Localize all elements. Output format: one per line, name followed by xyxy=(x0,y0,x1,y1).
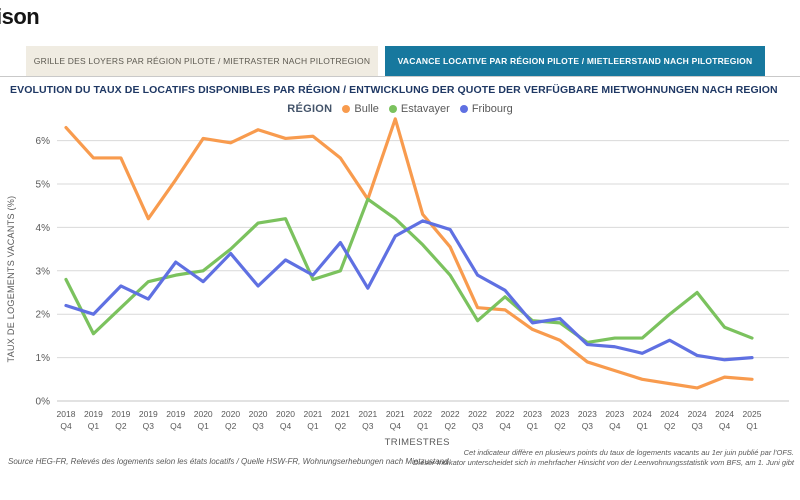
indicator-note-line2: Dieser Indikator unterscheidet sich in m… xyxy=(412,458,794,467)
legend-item-label: Estavayer xyxy=(400,103,450,115)
x-tick-label: 2019 Q2 xyxy=(111,409,130,431)
tab-rent-grid[interactable]: GRILLE DES LOYERS PAR RÉGION PILOTE / MI… xyxy=(26,46,378,76)
x-tick-label: 2021 Q2 xyxy=(331,409,350,431)
vacancy-line-chart[interactable]: 0% 1% 2% 3% 4% 5% 6% 2018 Q4 2019 Q1 2019 Q2 2019 Q3 20… xyxy=(0,114,800,454)
x-tick-label: 2023 Q3 xyxy=(578,409,597,431)
legend-item-bulle[interactable]: Bulle xyxy=(342,103,379,115)
legend-item-estavayer[interactable]: Estavayer xyxy=(388,103,450,115)
x-tick-label: 2024 Q3 xyxy=(688,409,707,431)
x-tick-label: 2022 Q2 xyxy=(441,409,460,431)
legend-dot-icon xyxy=(342,105,351,113)
page-title: EVOLUTION DU TAUX DE LOCATIFS DISPONIBLE… xyxy=(10,84,778,96)
legend-dot-icon xyxy=(388,105,397,113)
x-tick-label: 2021 Q3 xyxy=(358,409,377,431)
x-tick-label: 2024 Q4 xyxy=(715,409,734,431)
y-axis-title: TAUX DE LOGEMENTS VACANTS (%) xyxy=(6,196,16,363)
tab-vacancy[interactable]: VACANCE LOCATIVE PAR RÉGION PILOTE / MIE… xyxy=(385,46,765,76)
x-tick-label: 2023 Q2 xyxy=(550,409,569,431)
legend-item-label: Fribourg xyxy=(471,103,513,115)
legend-item-label: Bulle xyxy=(354,103,379,115)
legend-dot-icon xyxy=(459,105,468,113)
x-tick-label: 2019 Q4 xyxy=(166,409,185,431)
source-note: Source HEG-FR, Relevés des logements sel… xyxy=(8,457,449,466)
y-tick-label: 4% xyxy=(36,223,51,234)
y-tick-label: 6% xyxy=(36,136,51,147)
y-tick-label: 2% xyxy=(36,310,51,321)
y-tick-label: 5% xyxy=(36,180,51,191)
x-tick-label: 2022 Q3 xyxy=(468,409,487,431)
x-tick-label: 2021 Q4 xyxy=(386,409,405,431)
series-line-estavayer[interactable] xyxy=(64,197,754,345)
x-tick-label: 2020 Q2 xyxy=(221,409,240,431)
x-tick-label: 2019 Q1 xyxy=(84,409,103,431)
tab-strip: GRILLE DES LOYERS PAR RÉGION PILOTE / MI… xyxy=(0,46,800,77)
legend-title: RÉGION xyxy=(287,103,333,115)
x-tick-label: 2020 Q3 xyxy=(249,409,268,431)
indicator-note-line1: Cet indicateur diffère en plusieurs poin… xyxy=(463,448,794,457)
x-tick-label: 2024 Q1 xyxy=(633,409,652,431)
x-tick-label: 2019 Q3 xyxy=(139,409,158,431)
x-tick-label: 2018 Q4 xyxy=(57,409,76,431)
y-tick-label: 1% xyxy=(36,353,51,364)
x-tick-label: 2025 Q1 xyxy=(743,409,762,431)
chart-legend: RÉGION Bulle Estavayer Fribourg xyxy=(0,103,800,115)
x-tick-label: 2022 Q1 xyxy=(413,409,432,431)
x-tick-label: 2023 Q1 xyxy=(523,409,542,431)
chart-area: 0% 1% 2% 3% 4% 5% 6% 2018 Q4 2019 Q1 2019 Q2 2019 Q3 20… xyxy=(0,114,800,454)
x-tick-label: 2020 Q1 xyxy=(194,409,213,431)
legend-item-fribourg[interactable]: Fribourg xyxy=(459,103,513,115)
y-tick-label: 3% xyxy=(36,266,51,277)
x-tick-label: 2021 Q1 xyxy=(303,409,322,431)
y-tick-label: 0% xyxy=(36,397,51,408)
x-axis-title: TRIMESTRES xyxy=(385,437,450,448)
series-line-fribourg[interactable] xyxy=(64,219,754,362)
x-tick-label: 2022 Q4 xyxy=(496,409,515,431)
app-logo: ison xyxy=(0,4,40,29)
series-line-bulle[interactable] xyxy=(64,117,754,390)
indicator-note: Cet indicateur diffère en plusieurs poin… xyxy=(413,448,794,468)
x-tick-label: 2020 Q4 xyxy=(276,409,295,431)
x-tick-label: 2023 Q4 xyxy=(605,409,624,431)
x-tick-label: 2024 Q2 xyxy=(660,409,679,431)
